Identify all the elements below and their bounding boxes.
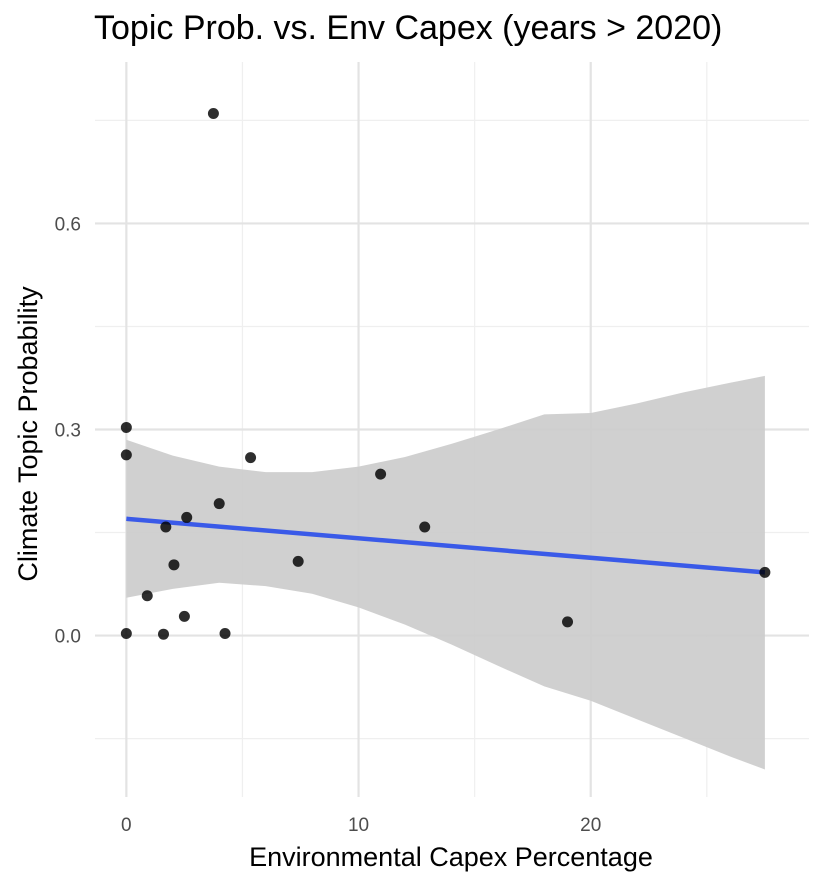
y-axis-title: Climate Topic Probability — [13, 286, 43, 582]
regression-line — [126, 516, 766, 575]
x-axis-title: Environmental Capex Percentage — [249, 842, 653, 872]
data-point — [120, 628, 132, 640]
data-point — [157, 628, 169, 640]
x-tick-label: 20 — [580, 815, 601, 836]
data-point — [207, 108, 219, 120]
y-tick-label: 0.0 — [55, 627, 81, 648]
data-point — [419, 521, 431, 533]
data-point — [759, 566, 771, 578]
x-tick-label: 10 — [348, 815, 369, 836]
data-point — [219, 628, 231, 640]
data-point — [245, 452, 257, 464]
chart-title: Topic Prob. vs. Env Capex (years > 2020) — [94, 9, 722, 47]
x-tick-label: 0 — [121, 815, 132, 836]
data-point — [141, 590, 153, 602]
data-point — [120, 421, 132, 433]
y-tick-label: 0.3 — [55, 421, 81, 442]
confidence-band-layer — [126, 375, 765, 770]
data-point — [375, 468, 387, 480]
y-tick-label: 0.6 — [55, 214, 81, 235]
data-point — [160, 521, 172, 533]
data-points — [120, 108, 771, 640]
data-point — [213, 498, 225, 510]
tick-labels: 0 10 20 0.0 0.3 0.6 — [55, 214, 602, 836]
data-point — [178, 610, 190, 622]
data-point — [292, 555, 304, 567]
confidence-band — [126, 375, 765, 770]
data-point — [120, 449, 132, 461]
data-point — [168, 559, 180, 571]
data-point — [562, 616, 574, 628]
data-point — [181, 511, 193, 523]
fit-line-layer — [126, 516, 766, 575]
